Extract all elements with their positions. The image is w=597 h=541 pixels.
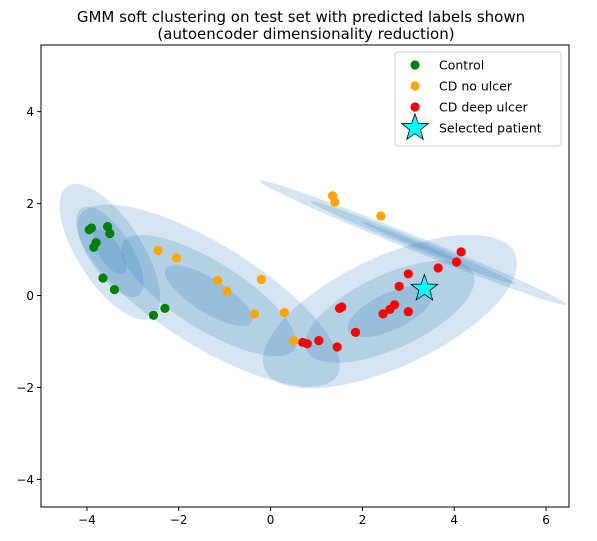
- point-control: [98, 273, 108, 283]
- point-cd-deep-ulcer: [389, 300, 400, 310]
- point-control: [89, 242, 99, 252]
- gmm-ellipse-4-level-3: [259, 180, 567, 305]
- point-cd-no-ulcer: [171, 253, 182, 263]
- gmm-ellipse-2-level-3: [77, 204, 340, 387]
- y-tick-label: 2: [26, 197, 34, 211]
- gmm-ellipse-4-level-1: [361, 221, 464, 264]
- point-control: [86, 223, 97, 233]
- point-cd-deep-ulcer: [337, 302, 347, 312]
- point-cd-no-ulcer: [153, 245, 163, 256]
- legend-label-control: Control: [439, 58, 484, 73]
- gmm-ellipse-4-level-2: [310, 201, 516, 285]
- point-cd-no-ulcer: [288, 335, 299, 346]
- x-tick-label: 6: [542, 513, 550, 527]
- legend-label-cd-deep-ulcer: CD deep ulcer: [439, 100, 529, 115]
- gmm-ellipse-2-level-2: [121, 234, 297, 357]
- x-tick-label: 4: [450, 513, 458, 527]
- x-axis-ticks: −4 −2 0 2 4 6: [78, 507, 550, 527]
- legend-marker-cd-deep-ulcer: [410, 102, 420, 112]
- point-cd-deep-ulcer: [302, 339, 312, 349]
- y-tick-label: 4: [26, 105, 34, 119]
- x-tick-label: −2: [170, 513, 188, 527]
- point-cd-deep-ulcer: [403, 269, 413, 279]
- gmm-ellipse-1-level-3: [59, 184, 161, 320]
- point-cd-no-ulcer: [376, 211, 386, 221]
- point-cd-deep-ulcer: [378, 309, 388, 319]
- chart-title: GMM soft clustering on test set with pre…: [77, 8, 525, 26]
- y-tick-label: −4: [16, 473, 34, 487]
- chart-subtitle: (autoencoder dimensionality reduction): [157, 25, 454, 43]
- point-cd-deep-ulcer: [350, 327, 361, 337]
- x-tick-label: −4: [78, 513, 96, 527]
- point-cd-no-ulcer: [249, 309, 260, 319]
- y-tick-label: −2: [16, 381, 34, 395]
- point-control: [160, 303, 170, 314]
- legend-label-selected-patient: Selected patient: [439, 121, 542, 136]
- point-cd-deep-ulcer: [403, 307, 413, 317]
- point-control: [148, 310, 159, 320]
- point-cd-deep-ulcer: [456, 247, 466, 257]
- plot-frame: [40, 44, 570, 508]
- gmm-ellipses: [59, 180, 567, 389]
- legend-marker-control: [410, 60, 420, 70]
- point-cd-no-ulcer: [213, 275, 223, 285]
- legend-label-cd-no-ulcer: CD no ulcer: [439, 79, 513, 94]
- legend: Control CD no ulcer CD deep ulcer Selected …: [394, 51, 562, 147]
- point-control: [109, 284, 120, 295]
- point-cd-deep-ulcer: [433, 263, 443, 273]
- legend-marker-cd-no-ulcer: [410, 81, 420, 91]
- point-cd-deep-ulcer: [314, 335, 324, 346]
- data-points: [84, 191, 466, 352]
- point-cd-deep-ulcer: [394, 281, 404, 291]
- gmm-ellipse-1-level-1: [93, 229, 127, 275]
- point-control: [105, 228, 115, 239]
- y-axis-ticks: −4 −2 0 2 4: [16, 105, 41, 487]
- point-cd-no-ulcer: [279, 307, 289, 318]
- y-tick-label: 0: [26, 289, 34, 303]
- legend-marker-selected-patient: [400, 112, 430, 141]
- point-cd-no-ulcer: [222, 286, 232, 296]
- x-tick-label: 0: [267, 513, 275, 527]
- point-cd-no-ulcer: [256, 274, 266, 285]
- point-cd-deep-ulcer: [332, 342, 342, 352]
- point-selected-patient: [409, 273, 439, 301]
- point-cd-deep-ulcer: [451, 257, 462, 267]
- gmm-ellipse-2-level-1: [164, 265, 253, 326]
- x-tick-label: 2: [359, 513, 367, 527]
- legend-box: [394, 51, 562, 147]
- point-cd-no-ulcer: [330, 197, 340, 207]
